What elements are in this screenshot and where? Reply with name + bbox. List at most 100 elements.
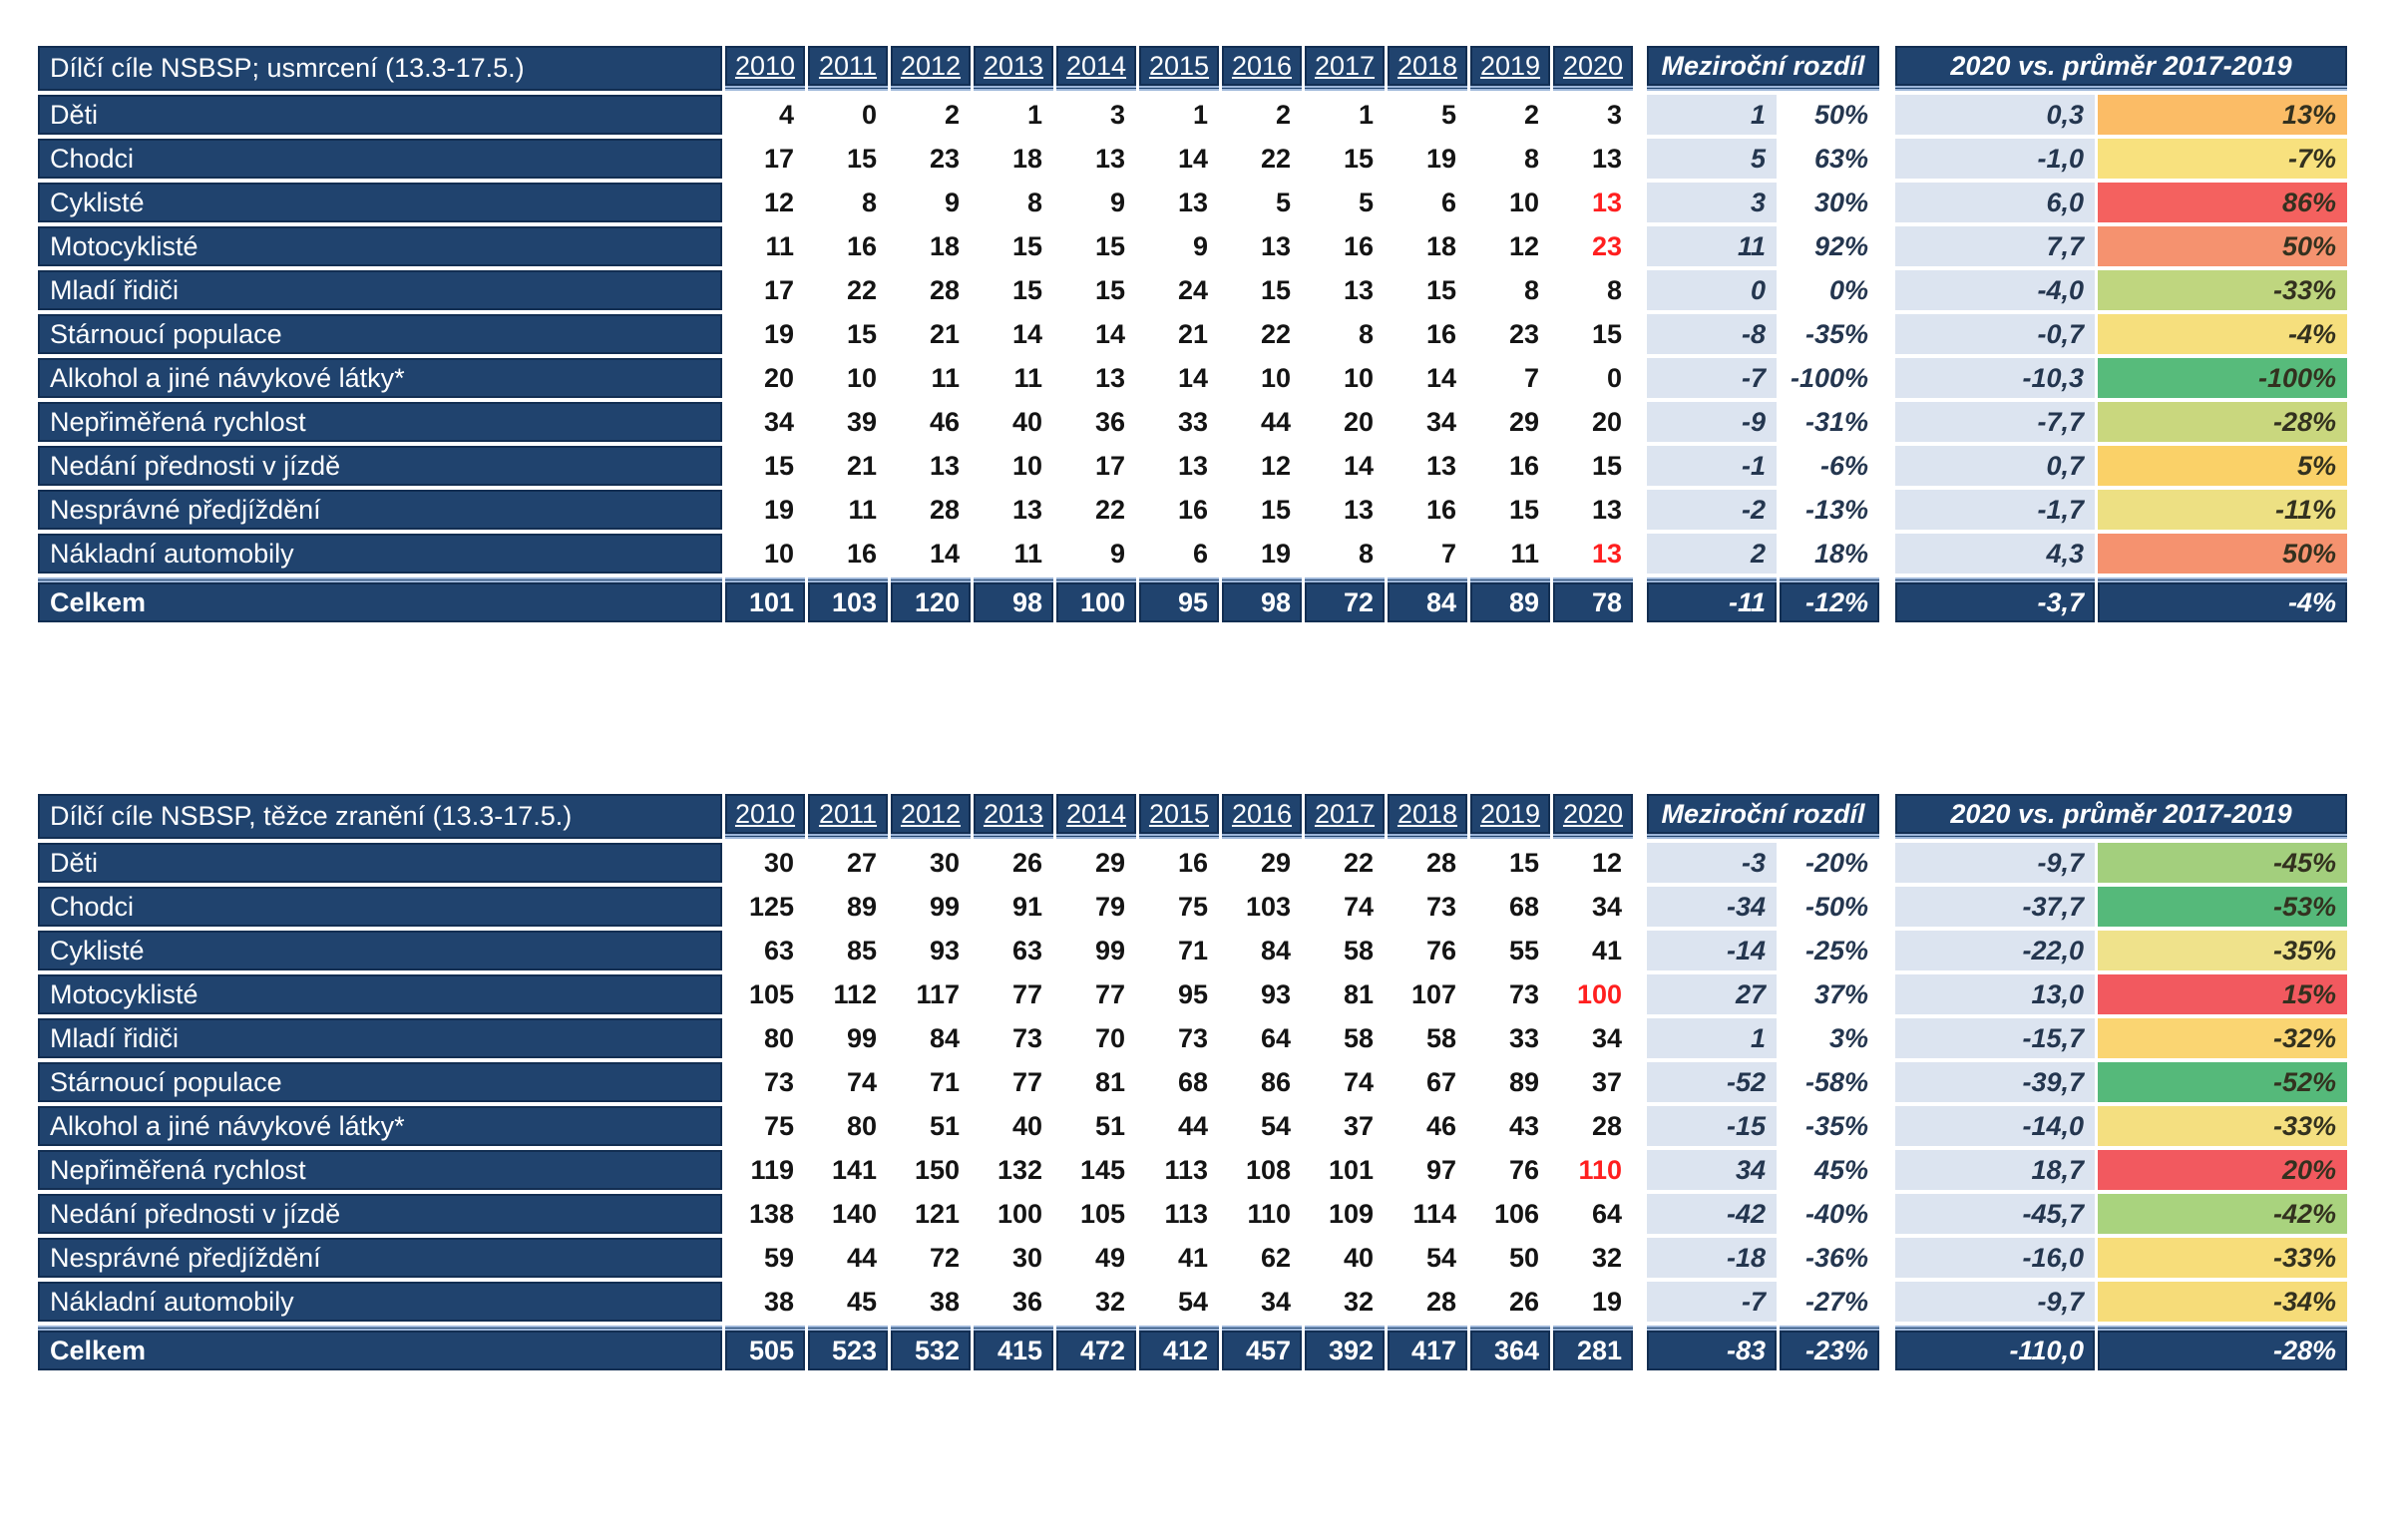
year-value: 49 [1094, 1242, 1125, 1273]
header-row: Dílčí cíle NSBSP; usmrcení (13.3-17.5.) 2… [38, 46, 2347, 91]
column-gap [1636, 270, 1644, 310]
yoy-diff: -1 [1647, 446, 1777, 486]
yoy-pct: -40% [1780, 1194, 1879, 1234]
year-value: 13 [1343, 494, 1374, 525]
year-value: 13 [1094, 143, 1125, 174]
vsavg-pct: -4% [2098, 314, 2347, 354]
yoy-diff: 27 [1647, 974, 1777, 1014]
year-value: 34 [1591, 1022, 1622, 1053]
year-value: 103 [1245, 891, 1291, 922]
year-value: 26 [1508, 1286, 1539, 1317]
vsavg-diff: -16,0 [1895, 1238, 2095, 1278]
total-year-value: 472 [1056, 1326, 1136, 1370]
report-page: Dílčí cíle NSBSP; usmrcení (13.3-17.5.) 2… [38, 46, 2347, 1370]
year-value: 24 [1177, 274, 1208, 305]
total-year-value: 392 [1305, 1326, 1385, 1370]
year-value: 89 [846, 891, 877, 922]
vsavg-diff: -37,7 [1895, 887, 2095, 927]
row-label: Nákladní automobily [38, 1282, 722, 1322]
year-value: 15 [1591, 318, 1622, 349]
table-row: Děti 30 27 30 26 29 16 29 22 28 15 12 -3 -20% -9,7 -45% [38, 843, 2347, 883]
column-gap [1636, 314, 1644, 354]
column-gap [1882, 1326, 1892, 1370]
vsavg-pct: -28% [2098, 402, 2347, 442]
year-value: 8 [1358, 538, 1374, 569]
year-value: 40 [1011, 406, 1042, 437]
year-value: 73 [763, 1066, 794, 1097]
year-value: 10 [846, 362, 877, 393]
year-value: 22 [1343, 847, 1374, 878]
year-value: 71 [929, 1066, 960, 1097]
year-value: 73 [1011, 1022, 1042, 1053]
column-gap [1882, 314, 1892, 354]
year-value: 11 [931, 362, 960, 393]
year-value: 100 [997, 1198, 1042, 1229]
year-value: 12 [763, 187, 794, 217]
year-value: 17 [763, 274, 794, 305]
total-year-value: 523 [808, 1326, 888, 1370]
year-value: 14 [1343, 450, 1374, 481]
yoy-pct: -50% [1780, 887, 1879, 927]
yoy-pct: 37% [1780, 974, 1879, 1014]
table-row: Mladí řidiči 80 99 84 73 70 73 64 58 58 33 34 1 3% -15… [38, 1018, 2347, 1058]
row-label: Cyklisté [38, 931, 722, 970]
column-gap [1636, 794, 1644, 839]
total-yoy-pct: -23% [1780, 1326, 1879, 1370]
column-gap [1882, 446, 1892, 486]
year-value: 80 [763, 1022, 794, 1053]
year-value: 107 [1410, 978, 1456, 1009]
table-row: Nepřiměřená rychlost 34 39 46 40 36 33 44 20 34 29… [38, 402, 2347, 442]
year-value: 38 [763, 1286, 794, 1317]
year-header: 2018 [1388, 46, 1467, 91]
year-value: 22 [1260, 143, 1291, 174]
year-value: 12 [1508, 230, 1539, 261]
column-gap [1882, 402, 1892, 442]
year-value: 0 [861, 99, 877, 130]
year-value: 9 [1109, 187, 1125, 217]
year-value: 5 [1275, 187, 1291, 217]
table-row: Nákladní automobily 38 45 38 36 32 54 34 32 28 26 1… [38, 1282, 2347, 1322]
year-value: 63 [1011, 935, 1042, 965]
total-year-value: 89 [1470, 578, 1550, 622]
year-value: 112 [833, 978, 877, 1009]
year-value: 12 [1260, 450, 1291, 481]
year-value: 54 [1260, 1110, 1291, 1141]
year-value: 13 [1177, 450, 1208, 481]
year-value: 13 [1094, 362, 1125, 393]
year-value: 16 [1177, 847, 1208, 878]
column-gap [1882, 794, 1892, 839]
column-gap [1636, 490, 1644, 530]
total-year-value: 100 [1056, 578, 1136, 622]
year-value: 20 [1591, 406, 1622, 437]
year-value: 84 [1260, 935, 1291, 965]
year-value: 85 [846, 935, 877, 965]
year-value: 8 [861, 187, 877, 217]
column-gap [1636, 1018, 1644, 1058]
total-year-value: 78 [1553, 578, 1633, 622]
year-value: 105 [748, 978, 794, 1009]
table-row: Děti 4 0 2 1 3 1 2 1 5 2 3 1 50% 0,3 13% [38, 95, 2347, 135]
total-vsavg-pct: -28% [2098, 1326, 2347, 1370]
year-value: 1 [1192, 99, 1208, 130]
column-gap [1636, 95, 1644, 135]
total-year-value: 412 [1139, 1326, 1219, 1370]
column-gap [1636, 931, 1644, 970]
year-value: 2 [1275, 99, 1291, 130]
column-gap [1636, 843, 1644, 883]
yoy-pct: 30% [1780, 183, 1879, 222]
row-label: Cyklisté [38, 183, 722, 222]
year-value: 75 [763, 1110, 794, 1141]
yoy-diff: 5 [1647, 139, 1777, 179]
column-gap [1636, 183, 1644, 222]
year-value: 34 [1260, 1286, 1291, 1317]
year-value: 74 [1343, 1066, 1374, 1097]
year-value: 43 [1508, 1110, 1539, 1141]
year-value: 73 [1177, 1022, 1208, 1053]
year-header: 2017 [1305, 794, 1385, 839]
year-value: 23 [929, 143, 960, 174]
year-value: 59 [763, 1242, 794, 1273]
year-value: 13 [1591, 143, 1622, 174]
year-value: 30 [763, 847, 794, 878]
year-header: 2016 [1222, 46, 1302, 91]
year-value: 73 [1508, 978, 1539, 1009]
